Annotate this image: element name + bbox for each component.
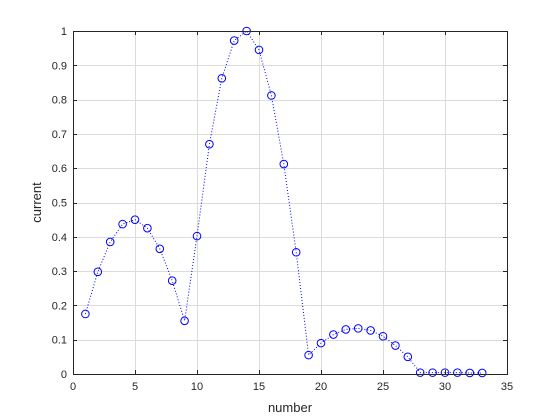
- y-tick-label: 0.2: [52, 300, 67, 312]
- y-tick-label: 0: [61, 369, 67, 381]
- x-tick-label: 0: [70, 381, 76, 393]
- x-tick-label: 10: [191, 381, 203, 393]
- y-tick-label: 0.7: [52, 129, 67, 141]
- data-point: [316, 338, 326, 348]
- data-point: [143, 223, 152, 233]
- data-point: [130, 215, 140, 224]
- data-point: [403, 352, 413, 362]
- data-point: [217, 74, 227, 83]
- data-point: [81, 309, 90, 319]
- data-point: [254, 45, 264, 55]
- data-point: [267, 91, 276, 100]
- data-point: [353, 324, 363, 333]
- data-point: [440, 368, 450, 377]
- axis-ticks: 0 5 10 15 20 25 30 35 0 0.1 0.2 0.3 0.4 0.5 0.6 0.7 0.8 0…: [52, 26, 513, 393]
- data-point: [391, 341, 400, 350]
- data-point: [453, 368, 462, 377]
- y-axis-label: current: [29, 182, 44, 223]
- y-tick-label: 0.5: [52, 198, 67, 210]
- data-point: [229, 36, 239, 45]
- data-point: [341, 325, 351, 334]
- series-line: [84, 30, 483, 374]
- data-point: [279, 159, 289, 169]
- y-tick-label: 0.1: [52, 335, 67, 347]
- x-tick-label: 25: [377, 381, 389, 393]
- y-tick-label: 0.8: [52, 95, 67, 107]
- x-tick-label: 20: [315, 381, 327, 393]
- data-point: [465, 368, 475, 378]
- data-point: [180, 316, 189, 326]
- y-tick-label: 0.6: [52, 163, 67, 175]
- data-point: [167, 276, 177, 286]
- x-tick-label: 5: [132, 381, 138, 393]
- x-tick-label: 30: [439, 381, 451, 393]
- data-point: [105, 237, 115, 247]
- data-point: [291, 247, 301, 257]
- data-point: [155, 244, 165, 254]
- data-point: [304, 350, 313, 360]
- data-point: [93, 267, 103, 277]
- data-point: [378, 331, 388, 341]
- data-point: [192, 231, 202, 241]
- y-tick-label: 1: [61, 26, 67, 38]
- data-point: [415, 368, 425, 377]
- y-tick-label: 0.9: [52, 60, 67, 72]
- data-point: [329, 330, 338, 339]
- x-tick-label: 35: [501, 381, 513, 393]
- data-point: [366, 326, 375, 335]
- grid: [73, 31, 508, 375]
- data-point: [477, 368, 487, 378]
- y-tick-label: 0.4: [52, 232, 67, 244]
- data-point: [428, 368, 437, 377]
- x-axis-label: number: [268, 400, 313, 415]
- data-point: [118, 219, 127, 229]
- x-tick-label: 15: [253, 381, 265, 393]
- data-point: [205, 139, 214, 149]
- y-tick-label: 0.3: [52, 266, 67, 278]
- series-plot: [81, 26, 487, 378]
